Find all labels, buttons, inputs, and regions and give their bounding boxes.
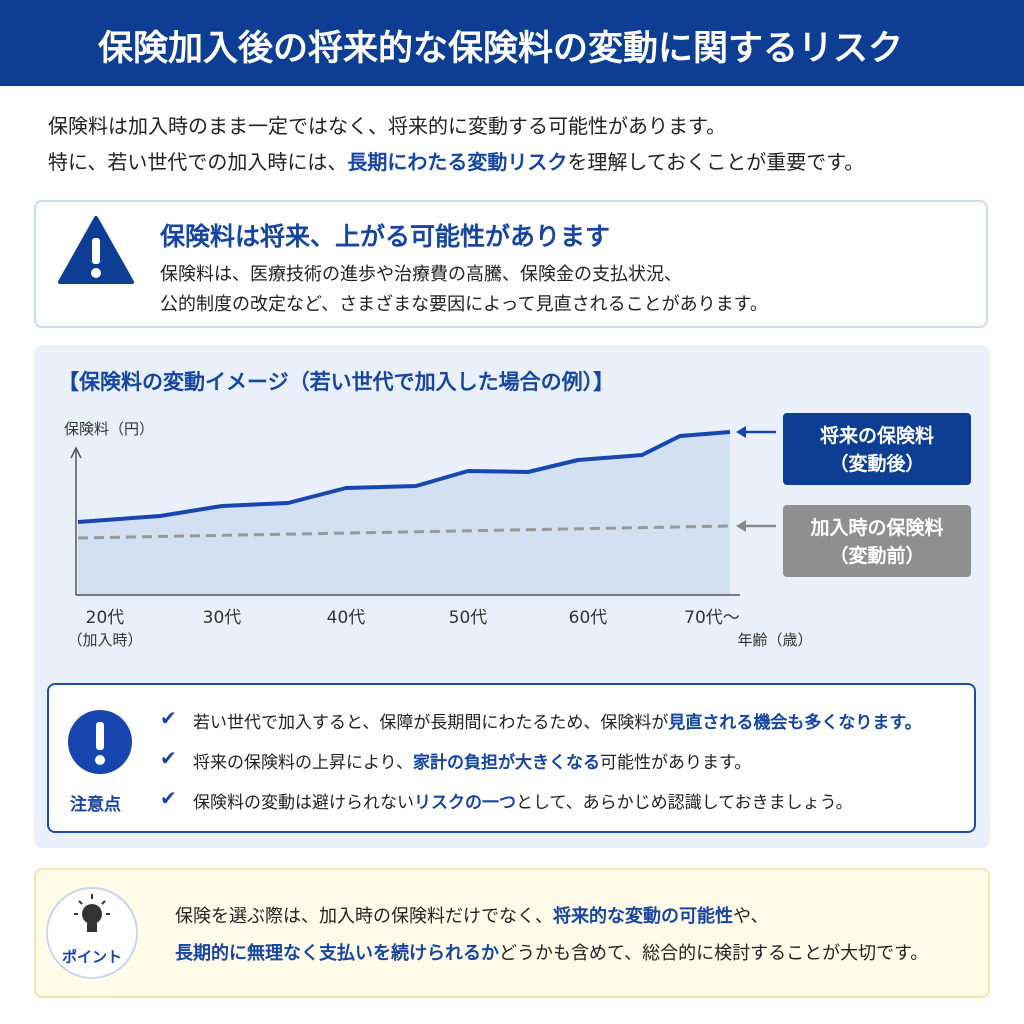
check-icon: ✔ bbox=[160, 746, 177, 770]
warning-body: 保険料は、医療技術の進歩や治療費の高騰、保険金の支払状況、 bbox=[160, 264, 682, 285]
text: 可能性があります。 bbox=[599, 753, 752, 773]
x-tick-label: 40代 bbox=[327, 608, 366, 628]
x-tick-label: 70代〜 bbox=[684, 608, 740, 628]
point-icon: ポイント bbox=[46, 887, 138, 979]
panel-title: 【保険料の変動イメージ（若い世代で加入した場合の例）】 bbox=[58, 370, 615, 394]
text: 保険を選ぶ際は、加入時の保険料だけでなく、 bbox=[175, 906, 553, 927]
text: や、 bbox=[733, 906, 769, 927]
point-box bbox=[34, 868, 990, 998]
title: 保険加入後の将来的な保険料の変動に関するリスク bbox=[98, 29, 904, 69]
caution-icon bbox=[68, 710, 132, 774]
text: 特に、若い世代での加入時には、 bbox=[48, 150, 348, 174]
warning-box bbox=[34, 200, 988, 328]
x-tick-label: 60代 bbox=[569, 608, 608, 628]
caution-label: 注意点 bbox=[70, 795, 121, 815]
text: として、あらかじめ認識しておきましょう。 bbox=[516, 793, 853, 813]
header bbox=[0, 0, 1024, 86]
highlight: 家計の負担が大きくなる bbox=[412, 753, 600, 773]
x-tick-label: （加入時） bbox=[67, 631, 142, 649]
initial-label: 加入時の保険料 bbox=[809, 516, 943, 539]
text: 将来の保険料の上昇により、 bbox=[193, 753, 413, 773]
check-icon: ✔ bbox=[160, 786, 177, 810]
text: を理解しておくことが重要です。 bbox=[567, 150, 865, 174]
x-label: 年齢（歳） bbox=[737, 631, 812, 649]
y-label: 保険料（円） bbox=[64, 420, 154, 438]
x-tick-label: 30代 bbox=[203, 608, 242, 628]
highlight: 見直される機会も多くなります。 bbox=[668, 713, 922, 733]
initial-label: （変動前） bbox=[829, 544, 924, 567]
highlight: 長期にわたる変動リスク bbox=[347, 150, 568, 174]
text: どうかも含めて、総合的に検討することが大切です。 bbox=[499, 943, 929, 964]
point-label: ポイント bbox=[62, 948, 122, 966]
x-tick-label: 20代 bbox=[86, 608, 125, 628]
intro-line: 保険料は加入時のまま一定ではなく、将来的に変動する可能性があります。 bbox=[48, 114, 726, 138]
intro-line: 特に、若い世代での加入時には、長期にわたる変動リスクを理解しておくことが重要です… bbox=[48, 146, 864, 175]
caution-item: 若い世代で加入すると、保障が長期間にわたるため、保険料が見直される機会も多くなり… bbox=[193, 708, 922, 733]
text: 若い世代で加入すると、保障が長期間にわたるため、保険料が bbox=[193, 713, 669, 733]
warning-icon bbox=[58, 216, 134, 284]
warning-heading: 保険料は将来、上がる可能性があります bbox=[160, 222, 611, 251]
caution-item: 将来の保険料の上昇により、家計の負担が大きくなる可能性があります。 bbox=[193, 748, 751, 773]
text: 保険料の変動は避けられない bbox=[193, 793, 414, 813]
point-line: 長期的に無理なく支払いを続けられるかどうかも含めて、総合的に検討することが大切で… bbox=[175, 939, 928, 965]
check-icon: ✔ bbox=[160, 706, 177, 730]
caution-box bbox=[47, 683, 976, 833]
future-label: （変動後） bbox=[829, 452, 924, 475]
x-tick-label: 50代 bbox=[449, 608, 488, 628]
caution-item: 保険料の変動は避けられないリスクの一つとして、あらかじめ認識しておきましょう。 bbox=[193, 788, 853, 813]
highlight: リスクの一つ bbox=[414, 793, 516, 813]
warning-body: 公的制度の改定など、さまざまな要因によって見直されることがあります。 bbox=[160, 294, 768, 315]
highlight: 長期的に無理なく支払いを続けられるか bbox=[175, 943, 499, 964]
point-line: 保険を選ぶ際は、加入時の保険料だけでなく、将来的な変動の可能性や、 bbox=[175, 902, 768, 928]
highlight: 将来的な変動の可能性 bbox=[553, 906, 733, 927]
illustration: 保険料（円） 将来の保険料 （変動後） 加入時の保険料 （変動前） 20代 （加入… bbox=[64, 413, 971, 649]
future-label: 将来の保険料 bbox=[820, 424, 934, 447]
